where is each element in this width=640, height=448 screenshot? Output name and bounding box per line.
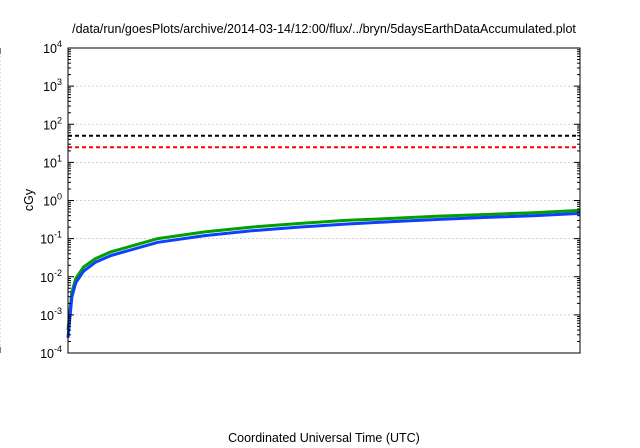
y-tick-label: 102 bbox=[43, 115, 62, 132]
grid bbox=[0, 48, 580, 353]
x-axis-label: Coordinated Universal Time (UTC) bbox=[228, 431, 420, 445]
y-tick-label: 10-4 bbox=[40, 344, 62, 361]
y-tick-label: 10-2 bbox=[40, 268, 62, 285]
series-line-1 bbox=[66, 208, 581, 331]
y-tick-label: 10-1 bbox=[40, 230, 62, 247]
y-tick-label: 10-3 bbox=[40, 306, 62, 323]
y-tick-label: 104 bbox=[43, 39, 62, 56]
y-tick-label: 101 bbox=[43, 153, 62, 170]
y-axis: 10-4 10-3 10-2 10-1 100 101 102 103 104 bbox=[40, 39, 580, 361]
series-line-2 bbox=[66, 211, 581, 338]
chart-title: /data/run/goesPlots/archive/2014-03-14/1… bbox=[72, 22, 576, 36]
y-axis-label: cGy bbox=[22, 188, 36, 211]
y-tick-label: 100 bbox=[43, 192, 62, 209]
y-tick-label: 103 bbox=[43, 77, 62, 94]
series-layer bbox=[66, 134, 581, 338]
